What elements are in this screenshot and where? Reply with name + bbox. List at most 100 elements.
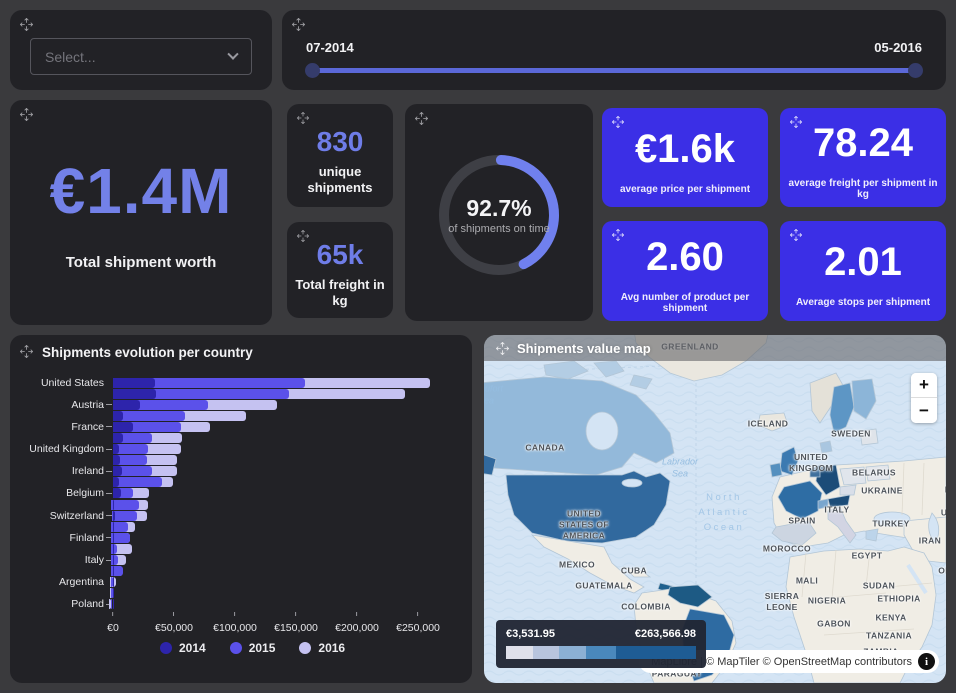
bar-segment-2016 [136, 499, 149, 510]
bar-segment-2015 [120, 433, 152, 444]
chevron-down-icon [227, 48, 239, 60]
drag-handle-icon[interactable] [296, 111, 310, 125]
bar-segment-2016 [178, 421, 211, 432]
stacked-bar[interactable] [111, 566, 123, 577]
date-range-slider[interactable] [305, 63, 923, 78]
map-label-sierra-leone: SIERRA LEONE [764, 590, 800, 612]
zoom-out-button[interactable]: − [911, 398, 937, 423]
kpi-avg-stops-value: 2.01 [824, 240, 902, 284]
drag-handle-icon[interactable] [611, 228, 625, 242]
kpi-avg-products-label: Avg number of product per shipment [620, 291, 750, 314]
info-icon[interactable]: i [918, 653, 935, 670]
bar-chart-title: Shipments evolution per country [42, 345, 253, 360]
kpi-avg-stops-card: 2.01 Average stops per shipment [780, 221, 946, 321]
axis-tick [104, 404, 113, 406]
bar-segment-2015 [115, 444, 149, 455]
stacked-bar[interactable] [111, 499, 149, 510]
drag-handle-icon[interactable] [414, 111, 429, 126]
drag-handle-icon[interactable] [611, 115, 625, 129]
stacked-bar[interactable] [109, 588, 114, 599]
kpi-avg-price-value: €1.6k [634, 126, 736, 171]
legend-item-2016[interactable]: 2016 [299, 641, 345, 655]
kpi-total-freight-value: 65k [316, 239, 364, 271]
drag-handle-icon[interactable] [19, 17, 34, 32]
country-select[interactable]: Select... [30, 38, 252, 75]
x-axis-tick: €200,000 [335, 612, 379, 636]
bar-segment-2014 [113, 577, 114, 588]
stacked-bar[interactable] [113, 421, 211, 432]
stacked-bar[interactable] [113, 477, 174, 488]
stacked-bar[interactable] [111, 532, 131, 543]
x-axis-tick: €250,000 [396, 612, 440, 636]
bar-row-label: France [71, 420, 104, 433]
bar-segment-2014 [113, 588, 114, 599]
bar-row [22, 566, 464, 577]
stacked-bar[interactable] [113, 466, 177, 477]
stacked-bar[interactable] [113, 377, 430, 388]
stacked-bar[interactable] [113, 410, 247, 421]
kpi-total-freight-label: Total freight in kg [295, 277, 385, 308]
drag-handle-icon[interactable] [291, 17, 306, 32]
legend-item-2014[interactable]: 2014 [160, 641, 206, 655]
stacked-bar[interactable] [113, 388, 405, 399]
stacked-bar[interactable] [111, 510, 147, 521]
stacked-bar[interactable] [111, 543, 133, 554]
axis-tick [104, 515, 113, 517]
legend-gradient-bar [506, 646, 696, 659]
bar-row-label: Ireland [71, 465, 104, 478]
bar-segment-2015 [120, 410, 186, 421]
stacked-bar[interactable] [111, 521, 136, 532]
stacked-bar[interactable] [109, 577, 116, 588]
bar-row [22, 477, 464, 488]
kpi-avg-price-card: €1.6k average price per shipment [602, 108, 768, 207]
map-region-italy [827, 506, 857, 544]
bar-segment-2016 [109, 599, 111, 610]
zoom-in-button[interactable]: + [911, 373, 937, 398]
drag-handle-icon[interactable] [296, 229, 310, 243]
slider-handle-end[interactable] [908, 63, 923, 78]
legend-item-2015[interactable]: 2015 [229, 641, 275, 655]
map-label-united-states-of-america: UNITED STATES OF AMERICA [558, 508, 610, 541]
bar-segment-2016 [113, 543, 133, 554]
x-axis-tick: €100,000 [213, 612, 257, 636]
attribution-text[interactable]: MapLibre | © MapTiler © OpenStreetMap co… [651, 655, 912, 668]
stacked-bar[interactable] [113, 444, 182, 455]
map-region-mexico [530, 534, 645, 594]
legend-gradient-segment [559, 646, 586, 659]
drag-handle-icon[interactable] [495, 341, 510, 355]
bar-segment-2014 [113, 377, 156, 388]
map-region-belarus [865, 464, 891, 482]
stacked-bar[interactable] [111, 555, 127, 566]
stacked-bar[interactable] [113, 488, 150, 499]
map-region-greece [865, 528, 879, 542]
stacked-bar[interactable] [113, 455, 178, 466]
map-label-egypt: EGYPT [851, 550, 883, 561]
drag-handle-icon[interactable] [19, 107, 34, 122]
map-label-sweden: SWEDEN [831, 428, 871, 439]
map-region-switzerland [817, 498, 829, 510]
stacked-bar[interactable] [113, 399, 277, 410]
bar-segment-2014 [113, 555, 114, 566]
bar-segment-2014 [113, 466, 123, 477]
bar-segment-2014 [113, 455, 120, 466]
map-label-cuba: CUBA [620, 565, 648, 576]
drag-handle-icon[interactable] [19, 344, 34, 359]
slider-handle-start[interactable] [305, 63, 320, 78]
map-region-cuba [622, 566, 652, 578]
drag-handle-icon[interactable] [789, 115, 803, 129]
bar-row: Switzerland [22, 510, 464, 522]
drag-handle-icon[interactable] [789, 228, 803, 242]
bar-row: Argentina [22, 576, 464, 588]
world-map[interactable] [484, 335, 946, 683]
bar-segment-2016 [125, 521, 136, 532]
map-label-paraguay: PARAGUAY [651, 668, 703, 679]
map-region-archipelago [593, 360, 625, 378]
stacked-bar[interactable] [113, 433, 182, 444]
bar-row-label: Finland [69, 531, 104, 544]
legend-label: 2014 [179, 641, 206, 655]
bar-segment-2014 [113, 599, 114, 610]
bar-row: Austria [22, 399, 464, 411]
bar-segment-2016 [286, 388, 405, 399]
map-attribution[interactable]: MapLibre | © MapTiler © OpenStreetMap co… [639, 650, 939, 673]
